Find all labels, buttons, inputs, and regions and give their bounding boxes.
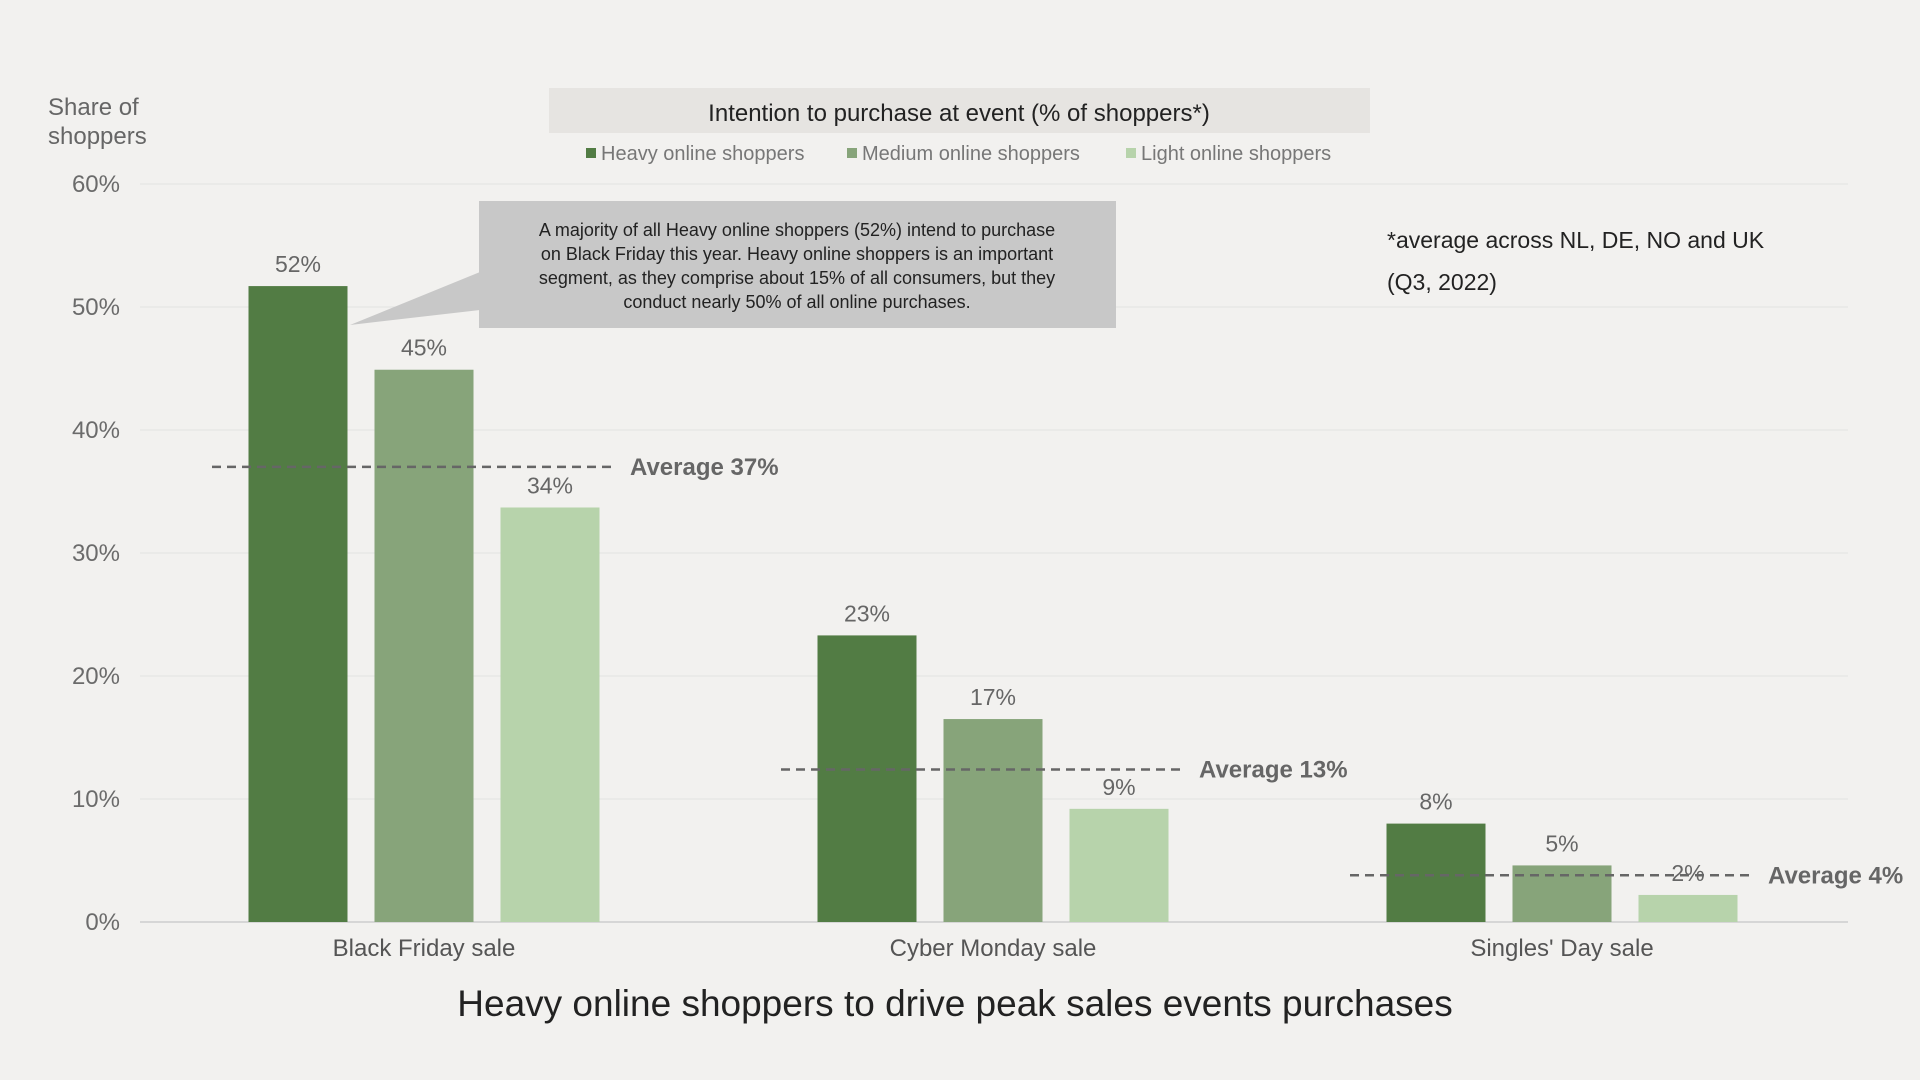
x-tick-label: Cyber Monday sale bbox=[890, 935, 1097, 962]
gridlines: 0% 10% 20% 30% 40% 50% 60% bbox=[72, 171, 1848, 936]
legend-title-background bbox=[549, 88, 1370, 133]
bar bbox=[943, 719, 1043, 922]
callout: A majority of all Heavy online shoppers … bbox=[350, 201, 1116, 328]
average-label: Average 37% bbox=[630, 454, 779, 481]
legend-entry: Heavy online shoppers bbox=[601, 143, 804, 165]
average-lines: Average 37% Average 13% Average 4% bbox=[212, 454, 1903, 889]
bar bbox=[817, 635, 917, 922]
bar bbox=[248, 286, 348, 923]
y-tick-label: 60% bbox=[72, 171, 120, 198]
data-label: 45% bbox=[401, 335, 447, 361]
y-axis-title-line-1: Share of bbox=[48, 94, 139, 121]
y-tick-label: 50% bbox=[72, 294, 120, 321]
bar bbox=[1069, 808, 1169, 922]
data-label: 8% bbox=[1419, 789, 1452, 815]
y-tick-label: 0% bbox=[85, 909, 120, 936]
bars: 52% 45% 34% Black Friday sale 23% 17% 9% Cyber … bbox=[248, 251, 1738, 962]
callout-pointer bbox=[350, 272, 480, 325]
data-label: 9% bbox=[1102, 774, 1135, 800]
x-tick-label: Singles' Day sale bbox=[1470, 935, 1653, 962]
chart-title: Heavy online shoppers to drive peak sale… bbox=[457, 983, 1452, 1024]
y-axis-title-line-2: shoppers bbox=[48, 123, 147, 150]
callout-line-4: conduct nearly 50% of all online purchas… bbox=[623, 292, 970, 312]
bar bbox=[1512, 865, 1612, 922]
y-tick-label: 40% bbox=[72, 417, 120, 444]
callout-line-2: on Black Friday this year. Heavy online … bbox=[541, 244, 1053, 264]
legend-swatch bbox=[1126, 148, 1136, 158]
legend-title: Intention to purchase at event (% of sho… bbox=[708, 100, 1210, 127]
callout-line-1: A majority of all Heavy online shoppers … bbox=[539, 220, 1055, 240]
data-label: 52% bbox=[275, 251, 321, 277]
average-label: Average 13% bbox=[1199, 756, 1348, 783]
bar bbox=[500, 507, 600, 922]
bar bbox=[1638, 894, 1738, 922]
y-tick-label: 20% bbox=[72, 663, 120, 690]
legend-entry: Medium online shoppers bbox=[862, 143, 1080, 165]
data-label: 34% bbox=[527, 472, 573, 498]
data-label: 5% bbox=[1545, 830, 1578, 856]
x-tick-label: Black Friday sale bbox=[333, 935, 516, 962]
legend-entry: Light online shoppers bbox=[1141, 143, 1331, 165]
bar bbox=[1386, 823, 1486, 922]
legend-swatch bbox=[847, 148, 857, 158]
bar bbox=[374, 369, 474, 923]
data-label: 17% bbox=[970, 684, 1016, 710]
y-tick-label: 10% bbox=[72, 786, 120, 813]
data-label: 23% bbox=[844, 600, 890, 626]
average-label: Average 4% bbox=[1768, 862, 1903, 889]
callout-box bbox=[479, 201, 1116, 328]
legend-swatch bbox=[586, 148, 596, 158]
legend: Intention to purchase at event (% of sho… bbox=[549, 88, 1370, 165]
data-label: 2% bbox=[1671, 860, 1704, 886]
callout-line-3: segment, as they comprise about 15% of a… bbox=[539, 268, 1055, 288]
footnote-line-1: *average across NL, DE, NO and UK bbox=[1387, 227, 1765, 253]
footnote-line-2: (Q3, 2022) bbox=[1387, 269, 1497, 295]
y-tick-label: 30% bbox=[72, 540, 120, 567]
